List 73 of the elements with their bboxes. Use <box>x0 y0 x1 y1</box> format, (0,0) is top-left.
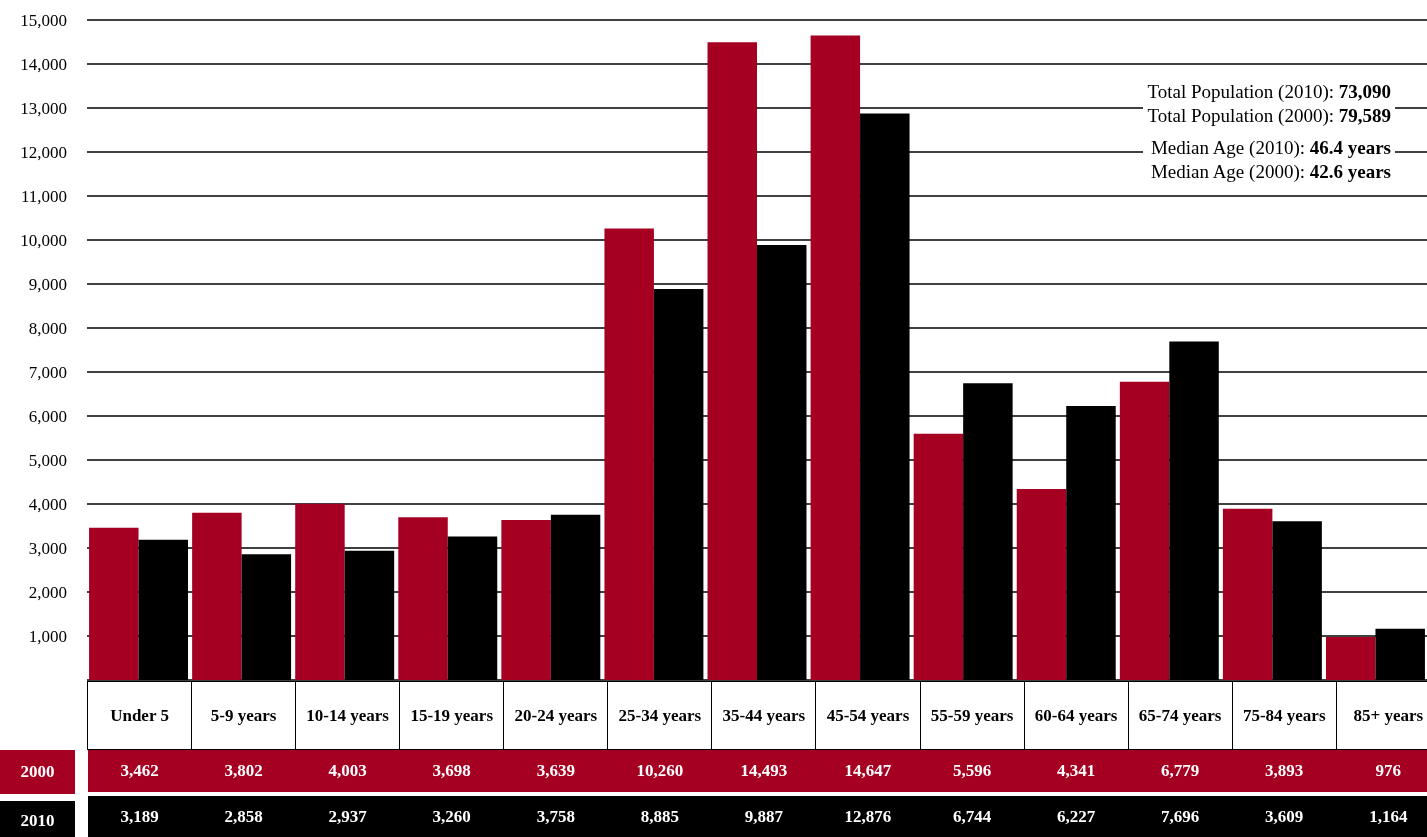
data-label: 6,227 <box>1024 793 1129 837</box>
data-label: 3,609 <box>1232 793 1337 837</box>
bar <box>192 512 242 680</box>
bar <box>604 228 654 680</box>
annotation: Median Age (2000): 42.6 years <box>1149 160 1391 184</box>
data-label: 6,779 <box>1128 749 1233 794</box>
bar <box>1222 508 1273 680</box>
data-label: 3,758 <box>503 793 608 837</box>
y-tick-label: 8,000 <box>28 318 67 338</box>
data-label: 3,189 <box>87 793 192 837</box>
data-label: 4,341 <box>1024 749 1129 794</box>
data-label: 7,696 <box>1128 793 1233 837</box>
y-tick-label: 3,000 <box>28 538 67 558</box>
bar <box>707 42 757 680</box>
x-tick-label: 85+ years <box>1336 681 1427 750</box>
bar <box>295 503 345 680</box>
data-label: 3,698 <box>399 749 504 794</box>
text: 2000 <box>0 750 75 794</box>
data-label: 6,744 <box>920 793 1025 837</box>
y-tick-label: 4,000 <box>28 494 67 514</box>
y-tick-label: 13,000 <box>20 98 67 118</box>
data-label: 5,596 <box>920 749 1025 794</box>
data-label: 14,493 <box>711 749 816 794</box>
y-tick-label: 15,000 <box>20 10 67 30</box>
y-tick-label: 9,000 <box>28 274 67 294</box>
x-tick-label: 10-14 years <box>295 681 400 750</box>
data-label: 3,639 <box>503 749 608 794</box>
y-tick-label: 11,000 <box>20 186 67 206</box>
x-tick-label: 55-59 years <box>920 681 1025 750</box>
data-label: 8,885 <box>607 793 712 837</box>
bar <box>398 517 448 680</box>
x-tick-label: 75-84 years <box>1232 681 1337 750</box>
data-label: 976 <box>1336 749 1427 794</box>
x-tick-label: 65-74 years <box>1128 681 1233 750</box>
y-tick-label: 5,000 <box>28 450 67 470</box>
data-label: 12,876 <box>815 793 920 837</box>
data-label: 9,887 <box>711 793 816 837</box>
data-label: 3,462 <box>87 749 192 794</box>
y-tick-label: 2,000 <box>28 582 67 602</box>
data-label: 10,260 <box>607 749 712 794</box>
x-tick-label: 20-24 years <box>503 681 608 750</box>
data-label: 3,893 <box>1232 749 1337 794</box>
data-label: 14,647 <box>815 749 920 794</box>
data-label: 3,260 <box>399 793 504 837</box>
bar <box>1119 381 1170 680</box>
x-tick-label: Under 5 <box>87 681 192 750</box>
data-label: 2,858 <box>191 793 296 837</box>
y-tick-label: 1,000 <box>28 626 67 646</box>
bar <box>810 35 861 680</box>
x-tick-label: 25-34 years <box>607 681 712 750</box>
bar <box>89 527 139 680</box>
y-tick-label: 10,000 <box>20 230 67 250</box>
bar <box>1325 637 1376 680</box>
annotation: Total Population (2000): 79,589 <box>1147 104 1391 128</box>
data-label: 2,937 <box>295 793 400 837</box>
annotation: Total Population (2010): 73,090 <box>1147 80 1391 104</box>
x-tick-label: 5-9 years <box>191 681 296 750</box>
data-label: 4,003 <box>295 749 400 794</box>
bar <box>501 519 551 680</box>
bar <box>1016 489 1067 680</box>
y-tick-label: 7,000 <box>28 362 67 382</box>
text: 2010 <box>0 801 75 837</box>
x-tick-label: 60-64 years <box>1024 681 1129 750</box>
y-tick-label: 6,000 <box>28 406 67 426</box>
y-tick-label: 14,000 <box>20 54 67 74</box>
data-label: 3,802 <box>191 749 296 794</box>
bar <box>913 433 964 680</box>
data-label: 1,164 <box>1336 793 1427 837</box>
x-tick-label: 45-54 years <box>815 681 920 750</box>
annotation: Median Age (2010): 46.4 years <box>1149 136 1391 160</box>
x-tick-label: 35-44 years <box>711 681 816 750</box>
x-tick-label: 15-19 years <box>399 681 504 750</box>
y-tick-label: 12,000 <box>20 142 67 162</box>
